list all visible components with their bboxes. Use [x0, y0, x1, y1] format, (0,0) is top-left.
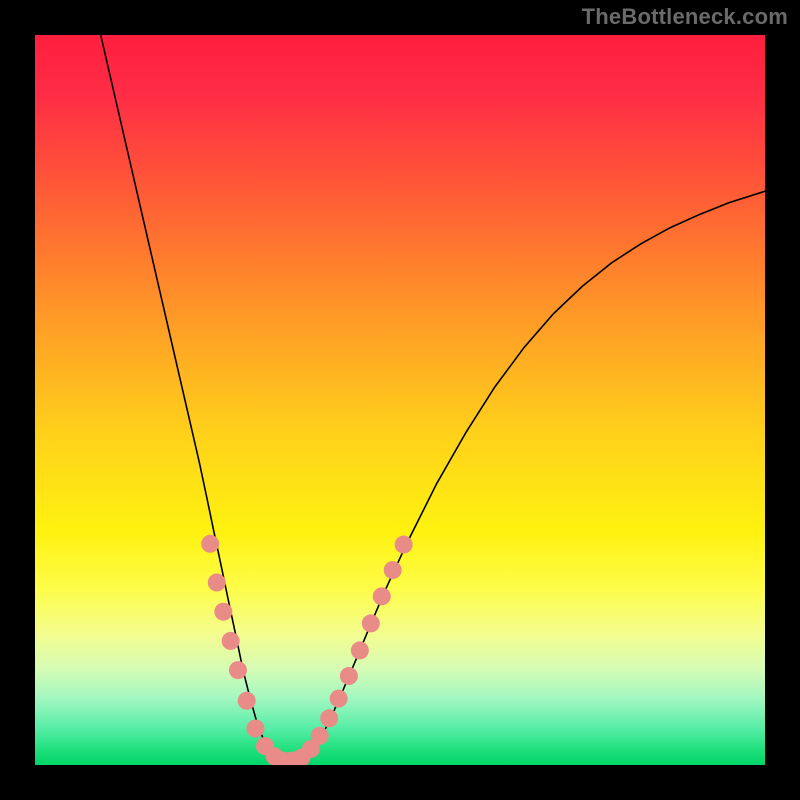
marker-dot: [384, 561, 402, 579]
marker-dot: [246, 720, 264, 738]
marker-dot: [320, 709, 338, 727]
marker-dot: [214, 603, 232, 621]
marker-dot: [395, 536, 413, 554]
plot-area: [35, 35, 765, 765]
marker-dot: [351, 641, 369, 659]
marker-dot: [201, 535, 219, 553]
marker-dot: [362, 614, 380, 632]
chart-background: [35, 35, 765, 765]
marker-dot: [238, 692, 256, 710]
marker-dot: [222, 632, 240, 650]
figure-container: TheBottleneck.com: [0, 0, 800, 800]
marker-dot: [340, 667, 358, 685]
marker-dot: [311, 727, 329, 745]
marker-dot: [330, 690, 348, 708]
attribution-label: TheBottleneck.com: [582, 4, 788, 30]
chart-svg: [35, 35, 765, 765]
marker-dot: [373, 587, 391, 605]
marker-dot: [229, 661, 247, 679]
marker-dot: [208, 574, 226, 592]
